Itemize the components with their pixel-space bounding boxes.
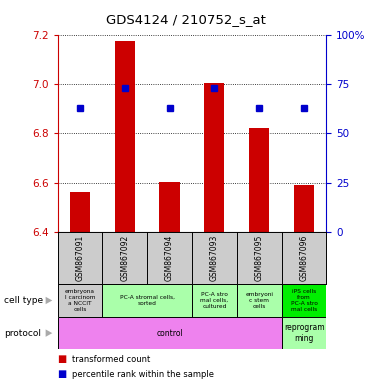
Bar bbox=[282, 284, 326, 317]
Bar bbox=[204, 83, 224, 232]
Text: GSM867091: GSM867091 bbox=[75, 235, 85, 281]
Bar bbox=[160, 182, 180, 232]
Bar bbox=[70, 192, 90, 232]
Text: GSM867095: GSM867095 bbox=[255, 235, 264, 281]
Text: GDS4124 / 210752_s_at: GDS4124 / 210752_s_at bbox=[106, 13, 265, 26]
Text: cell type: cell type bbox=[4, 296, 43, 305]
Text: reprogram
ming: reprogram ming bbox=[284, 323, 324, 343]
Text: ■: ■ bbox=[58, 369, 67, 379]
Text: control: control bbox=[156, 329, 183, 338]
Text: GSM867093: GSM867093 bbox=[210, 235, 219, 281]
Bar bbox=[294, 185, 314, 232]
Polygon shape bbox=[46, 297, 52, 304]
Text: iPS cells
from
PC-A stro
mal cells: iPS cells from PC-A stro mal cells bbox=[290, 289, 318, 312]
Bar bbox=[115, 41, 135, 232]
Text: PC-A stromal cells,
sorted: PC-A stromal cells, sorted bbox=[120, 295, 175, 306]
Bar bbox=[249, 129, 269, 232]
Bar bbox=[282, 317, 326, 349]
Bar bbox=[102, 284, 192, 317]
Text: transformed count: transformed count bbox=[72, 354, 151, 364]
Text: GSM867096: GSM867096 bbox=[299, 235, 309, 281]
Text: ■: ■ bbox=[58, 354, 67, 364]
Bar bbox=[192, 284, 237, 317]
Bar bbox=[58, 317, 282, 349]
Text: embryona
l carcinom
a NCCIT
cells: embryona l carcinom a NCCIT cells bbox=[65, 289, 95, 312]
Text: protocol: protocol bbox=[4, 329, 41, 338]
Bar bbox=[58, 284, 102, 317]
Text: GSM867094: GSM867094 bbox=[165, 235, 174, 281]
Text: percentile rank within the sample: percentile rank within the sample bbox=[72, 370, 214, 379]
Text: embryoni
c stem
cells: embryoni c stem cells bbox=[245, 292, 273, 309]
Bar bbox=[237, 284, 282, 317]
Text: GSM867092: GSM867092 bbox=[120, 235, 129, 281]
Polygon shape bbox=[46, 329, 52, 337]
Text: PC-A stro
mal cells,
cultured: PC-A stro mal cells, cultured bbox=[200, 292, 229, 309]
